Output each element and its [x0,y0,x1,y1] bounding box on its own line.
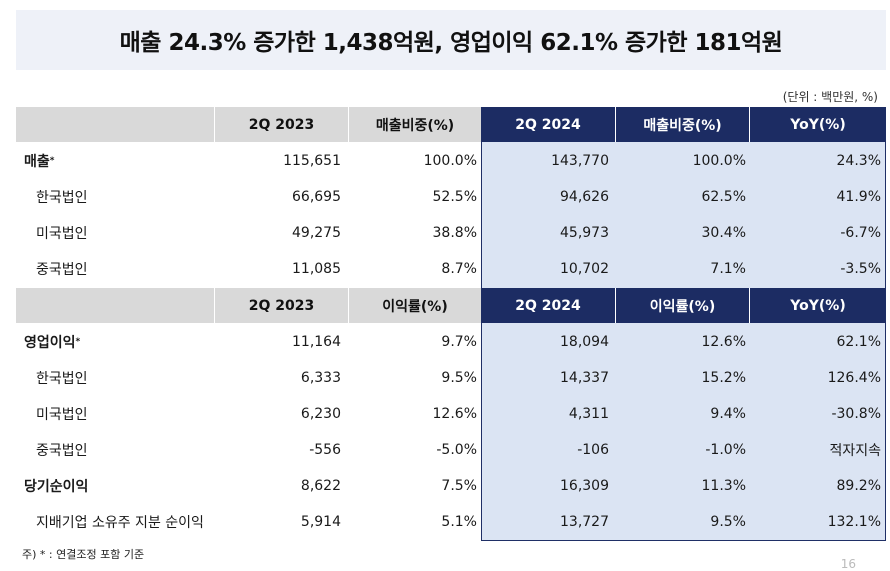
row-label-china: 중국법인 [36,262,88,278]
table-row: 한국법인 66,695 52.5% 94,626 62.5% 41.9% [16,179,886,215]
cell-value: 11,085 [292,261,341,277]
cell-value: 4,311 [568,406,609,422]
cell-value: -1.0% [705,442,746,458]
row-label-korea: 한국법인 [36,371,88,387]
unit-label: (단위 : 백만원, %) [782,90,878,104]
cell-value: 5,914 [300,514,341,530]
navy-header-block [481,288,886,323]
cell-value: 38.8% [432,225,477,241]
row-label-korea: 한국법인 [36,190,88,206]
cell-value: 62.1% [836,334,881,350]
table-row: 지배기업 소유주 지분 순이익 5,914 5.1% 13,727 9.5% 1… [16,504,886,540]
header-sales-ratio-2023: 매출비중(%) [375,117,455,134]
cell-value: -30.8% [831,406,881,422]
cell-value: 7.5% [441,478,477,494]
cell-value: 5.1% [441,514,477,530]
table-row: 중국법인 11,085 8.7% 10,702 7.1% -3.5% [16,251,886,287]
highlight-2q2024-panel [481,107,886,541]
row-label-sales: 매출 * [24,154,55,170]
cell-value: 9.5% [441,370,477,386]
row-label-usa: 미국법인 [36,407,88,423]
cell-value: 11.3% [701,478,746,494]
cell-value: 9.5% [710,514,746,530]
header-margin-2023: 이익률(%) [382,298,448,315]
cell-value: 6,333 [300,370,341,386]
cell-value: 49,275 [292,225,341,241]
page-title: 매출 24.3% 증가한 1,438억원, 영업이익 62.1% 증가한 181… [119,30,783,56]
cell-value: 7.1% [710,261,746,277]
header-sales-ratio-2024: 매출비중(%) [643,117,722,134]
cell-value: 8,622 [300,478,341,494]
row-label-usa: 미국법인 [36,226,88,242]
cell-value: 94,626 [560,189,609,205]
table-row: 당기순이익 8,622 7.5% 16,309 11.3% 89.2% [16,468,886,504]
row-label-net-income: 당기순이익 [24,479,89,495]
page-number: 16 [840,557,856,571]
table-row: 미국법인 6,230 12.6% 4,311 9.4% -30.8% [16,396,886,432]
cell-value: -5.0% [436,442,477,458]
header-divider [749,107,750,142]
table-row: 매출 * 115,651 100.0% 143,770 100.0% 24.3% [16,143,886,179]
cell-value: 13,727 [560,514,609,530]
cell-value: 8.7% [441,261,477,277]
cell-value: -3.5% [840,261,881,277]
sales-table-header: 2Q 2023 매출비중(%) 2Q 2024 매출비중(%) YoY(%) [16,107,886,142]
cell-value: -6.7% [840,225,881,241]
cell-value: 45,973 [560,225,609,241]
title-band: 매출 24.3% 증가한 1,438억원, 영업이익 62.1% 증가한 181… [16,10,886,70]
footnote: 주) * : 연결조정 포함 기준 [22,548,145,561]
table-row: 한국법인 6,333 9.5% 14,337 15.2% 126.4% [16,360,886,396]
header-yoy: YoY(%) [790,297,846,314]
header-2q2024: 2Q 2024 [515,297,581,314]
cell-value: 15.2% [701,370,746,386]
cell-value: 적자지속 [829,443,881,459]
cell-value: 24.3% [836,153,881,169]
header-divider [615,107,616,142]
table-row: 중국법인 -556 -5.0% -106 -1.0% 적자지속 [16,432,886,468]
profit-table-header: 2Q 2023 이익률(%) 2Q 2024 이익률(%) YoY(%) [16,288,886,323]
header-divider [214,288,215,323]
header-margin-2024: 이익률(%) [649,298,716,315]
table-row: 영업이익 * 11,164 9.7% 18,094 12.6% 62.1% [16,324,886,360]
header-divider [348,288,349,323]
cell-value: 16,309 [560,478,609,494]
header-divider [615,288,616,323]
header-2q2023: 2Q 2023 [248,116,315,133]
cell-value: 12.6% [432,406,477,422]
header-yoy: YoY(%) [790,116,846,133]
cell-value: 41.9% [836,189,881,205]
cell-value: 9.4% [710,406,746,422]
cell-value: 52.5% [432,189,477,205]
cell-value: -556 [309,442,341,458]
cell-value: 62.5% [701,189,746,205]
header-divider [214,107,215,142]
header-divider [749,288,750,323]
table-row: 미국법인 49,275 38.8% 45,973 30.4% -6.7% [16,215,886,251]
cell-value: 126.4% [827,370,881,386]
header-divider [348,107,349,142]
cell-value: 10,702 [560,261,609,277]
cell-value: 18,094 [560,334,609,350]
header-2q2024: 2Q 2024 [515,116,581,133]
cell-value: 100.0% [692,153,746,169]
cell-value: 143,770 [551,153,609,169]
cell-value: 66,695 [292,189,341,205]
cell-value: 12.6% [701,334,746,350]
row-label-operating-profit: 영업이익 * [24,335,81,351]
cell-value: 6,230 [300,406,341,422]
cell-value: 100.0% [423,153,477,169]
cell-value: 30.4% [701,225,746,241]
cell-value: 132.1% [827,514,881,530]
cell-value: 14,337 [560,370,609,386]
cell-value: 115,651 [283,153,341,169]
cell-value: 9.7% [441,334,477,350]
header-2q2023: 2Q 2023 [248,297,315,314]
row-label-controlling-interest: 지배기업 소유주 지분 순이익 [36,515,204,531]
navy-header-block [481,107,886,142]
cell-value: 89.2% [836,478,881,494]
cell-value: -106 [577,442,609,458]
cell-value: 11,164 [292,334,341,350]
row-label-china: 중국법인 [36,443,88,459]
